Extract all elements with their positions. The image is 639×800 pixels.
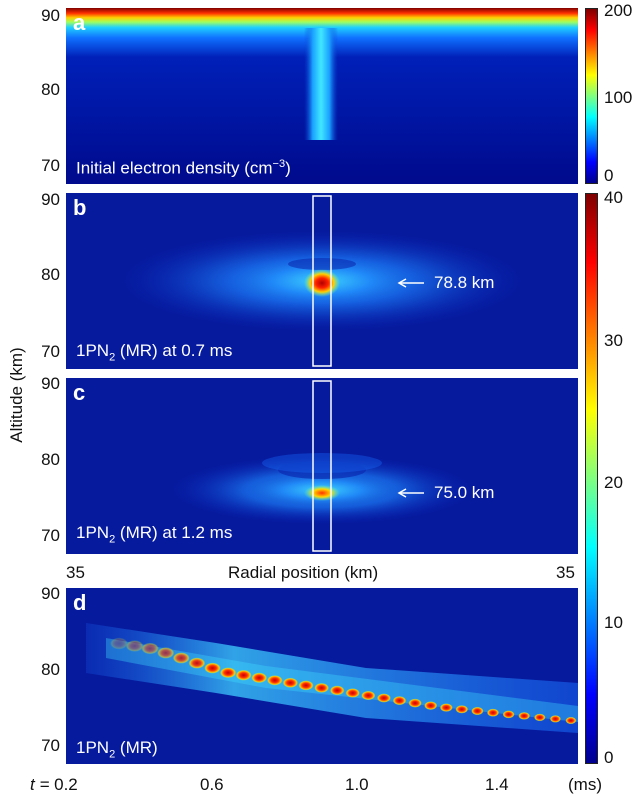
panel-b-heatmap	[66, 193, 578, 369]
panel-b-caption: 1PN2 (MR) at 0.7 ms	[76, 341, 232, 363]
peak-track-point	[157, 647, 175, 659]
time-axis-value-0.2: 0.2	[54, 775, 78, 794]
time-axis-tick-1.0: 1.0	[345, 775, 369, 794]
colorbar-top-tick-0: 0	[604, 166, 614, 185]
peak-track-point	[329, 685, 345, 696]
peak-track-point	[518, 712, 531, 720]
colorbar-bottom	[585, 193, 598, 764]
colorbar-bottom-tick-0: 0	[604, 748, 614, 767]
panel-c-ytick-90: 90	[41, 374, 60, 393]
panel-a-ytick-90: 90	[41, 6, 60, 25]
panel-a: a Initial electron density (cm−3)	[66, 8, 578, 184]
peak-track-point	[110, 637, 128, 650]
panel-d-caption-end: (MR)	[115, 738, 158, 757]
peak-track-point	[534, 713, 546, 722]
colorbar-top	[585, 8, 598, 184]
peak-track-point	[235, 669, 252, 681]
panel-b-peak	[304, 269, 340, 297]
peak-track-point	[282, 677, 299, 688]
colorbar-bottom-tick-30: 30	[604, 331, 623, 350]
time-axis-tick-0.2: t = 0.2	[30, 775, 78, 795]
panel-c-caption: 1PN2 (MR) at 1.2 ms	[76, 523, 232, 545]
peak-track-point	[125, 640, 144, 652]
panel-c-ytick-80: 80	[41, 450, 60, 469]
panel-a-caption: Initial electron density (cm−3)	[76, 158, 291, 179]
time-axis-tick-0.6: 0.6	[200, 775, 224, 794]
panel-b-ytick-70: 70	[41, 342, 60, 361]
time-axis-prefix: t =	[30, 775, 55, 794]
panel-d-caption: 1PN2 (MR)	[76, 738, 158, 760]
peak-track-point	[219, 667, 237, 679]
peak-track-point	[141, 642, 159, 655]
panel-b-caption-text: 1PN	[76, 341, 110, 360]
panel-d-ytick-90: 90	[41, 584, 60, 603]
panel-d-peak-track	[110, 637, 577, 725]
y-axis-title: Altitude (km)	[7, 347, 26, 443]
peak-track-point	[502, 710, 515, 719]
panel-c-heatmap	[66, 378, 578, 554]
panel-c-peak	[304, 485, 340, 501]
panel-c-altitude-label: 75.0 km	[434, 483, 495, 502]
peak-track-point	[361, 690, 376, 701]
colorbar-top-tick-100: 100	[604, 88, 633, 107]
panel-a-caption-end: )	[285, 158, 291, 178]
panel-b-ytick-80: 80	[41, 265, 60, 284]
colorbar-bottom-tick-10: 10	[604, 613, 623, 632]
peak-track-point	[471, 706, 484, 716]
peak-track-point	[314, 682, 329, 693]
panel-a-caption-sup: −3	[272, 158, 286, 170]
panel-a-caption-text: Initial electron density (cm	[76, 158, 273, 178]
colorbar-bottom-tick-20: 20	[604, 473, 623, 492]
panel-d-ytick-70: 70	[41, 736, 60, 755]
panel-d-caption-text: 1PN	[76, 738, 110, 757]
peak-track-point	[251, 672, 268, 684]
panel-d-ytick-80: 80	[41, 660, 60, 679]
peak-track-point	[298, 680, 314, 691]
peak-track-point	[549, 715, 561, 723]
panel-a-ytick-80: 80	[41, 80, 60, 99]
peak-track-point	[204, 662, 221, 674]
peak-track-point	[424, 701, 438, 710]
panel-a-label: a	[73, 10, 86, 35]
panel-c-column-box	[312, 380, 332, 552]
panel-d-heatmap	[66, 588, 578, 764]
peak-track-point	[486, 708, 500, 717]
time-axis-tick-1.4: 1.4	[485, 775, 509, 794]
peak-track-point	[188, 657, 206, 669]
peak-track-point	[376, 693, 391, 703]
panel-b-label: b	[73, 195, 87, 220]
panel-c-caption-text: 1PN	[76, 523, 110, 542]
panel-b-altitude-label: 78.8 km	[434, 273, 495, 292]
panel-b-column-box	[312, 195, 332, 367]
panel-c: c 75.0 km 1PN2 (MR) at 1.2 ms	[66, 378, 578, 554]
panel-d-caption-sub: 2	[109, 748, 116, 761]
initial-density-column	[304, 28, 338, 140]
panel-b-caption-sub: 2	[109, 351, 116, 364]
radial-left-tick: 35	[66, 563, 85, 582]
peak-track-point	[267, 675, 283, 686]
peak-track-point	[172, 652, 190, 664]
panel-b-caption-end: (MR) at 0.7 ms	[115, 341, 233, 360]
panel-c-ytick-70: 70	[41, 526, 60, 545]
colorbar-bottom-tick-40: 40	[604, 188, 623, 207]
panel-c-caption-sub: 2	[109, 533, 116, 546]
panel-a-heatmap	[66, 8, 578, 184]
peak-track-point	[392, 696, 407, 706]
panel-c-caption-end: (MR) at 1.2 ms	[115, 523, 233, 542]
panel-b-ytick-90: 90	[41, 190, 60, 209]
radial-right-tick: 35	[556, 563, 575, 582]
radial-axis-title: Radial position (km)	[228, 563, 379, 582]
time-axis-unit: (ms)	[568, 775, 602, 794]
peak-track-point	[455, 705, 469, 714]
colorbar-top-tick-200: 200	[604, 1, 633, 20]
panel-b: b 78.8 km 1PN2 (MR) at 0.7 ms	[66, 193, 578, 369]
peak-track-point	[565, 716, 577, 725]
panel-c-label: c	[73, 380, 86, 405]
peak-track-point	[408, 698, 422, 708]
peak-track-point	[439, 703, 453, 712]
peak-track-point	[345, 688, 360, 698]
panel-a-ytick-70: 70	[41, 156, 60, 175]
panel-d: d 1PN2 (MR)	[66, 588, 578, 764]
panel-d-label: d	[73, 590, 87, 615]
